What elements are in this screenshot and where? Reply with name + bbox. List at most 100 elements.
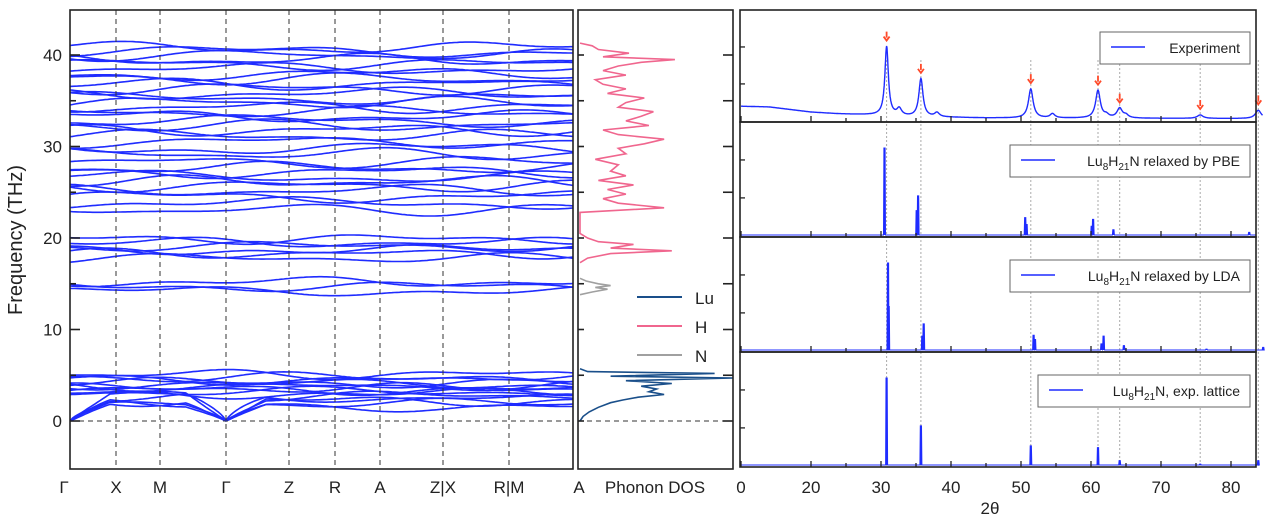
band-line (69, 146, 574, 161)
band-line (69, 109, 574, 123)
band-line (69, 86, 573, 100)
band-line (69, 40, 573, 54)
legend-text: N, exp. lattice (1155, 383, 1240, 399)
k-point-label: R|M (494, 478, 525, 497)
band-line (69, 385, 573, 397)
band-line (69, 203, 574, 217)
band-line (70, 160, 574, 174)
dos-line-h (579, 42, 675, 264)
x-tick-label: 30 (872, 478, 891, 497)
legend-text: H (1108, 153, 1118, 169)
k-point-label: R (329, 478, 341, 497)
y-tick-label: 40 (43, 46, 62, 65)
legend-subscript: 21 (1119, 277, 1131, 288)
band-line (69, 378, 574, 391)
k-point-label: M (153, 478, 167, 497)
k-point-label: A (374, 478, 386, 497)
simulated-pattern (740, 147, 1256, 236)
xrd-panel-frame (739, 236, 1257, 353)
band-line (69, 61, 574, 75)
band-line (69, 393, 573, 423)
band-line (69, 281, 574, 293)
band-line (69, 142, 574, 154)
band-frame (69, 9, 574, 470)
dos-line-lu (579, 368, 734, 422)
legend-text: H (1134, 383, 1144, 399)
band-line (70, 243, 573, 256)
band-line (69, 118, 573, 132)
legend-text: H (1109, 268, 1119, 284)
peak-arrow-icon (1115, 93, 1124, 105)
legend-label: Lu (695, 289, 714, 308)
dos-frame (577, 9, 734, 470)
band-line (69, 397, 574, 422)
legend-label: Experiment (1169, 40, 1240, 56)
dos-x-label: Phonon DOS (605, 478, 705, 497)
y-tick-label: 30 (43, 138, 62, 157)
band-line (70, 68, 574, 82)
legend-label: H (695, 318, 707, 337)
band-line (69, 236, 574, 248)
x-tick-label: 0 (736, 478, 745, 497)
band-line (69, 114, 574, 129)
legend-subscript: 8 (1103, 162, 1109, 173)
legend-text: Experiment (1169, 40, 1240, 56)
band-line (69, 179, 573, 193)
k-point-label: X (110, 478, 121, 497)
legend-subscript: 21 (1144, 392, 1156, 403)
band-line (69, 396, 573, 422)
band-line (69, 370, 574, 383)
band-line (69, 52, 573, 65)
y-tick-label: 0 (53, 412, 62, 431)
band-line (69, 123, 574, 138)
legend-label: Lu8H21N relaxed by LDA (1088, 268, 1241, 288)
xrd-panel-frame (739, 351, 1257, 468)
legend-text: N relaxed by LDA (1130, 268, 1240, 284)
simulated-pattern (740, 262, 1265, 351)
peak-arrow-icon (917, 63, 925, 75)
peak-arrow-icon (882, 31, 891, 43)
x-tick-label: 20 (802, 478, 821, 497)
xrd-panel-frame (739, 9, 1257, 123)
legend-box (1009, 144, 1251, 178)
peak-arrow-icon (1027, 74, 1035, 85)
k-point-label: Z (284, 478, 294, 497)
simulated-pattern (740, 377, 1260, 466)
band-line (69, 83, 574, 96)
legend-box (1099, 31, 1251, 65)
band-line (69, 46, 573, 58)
x-tick-label: 40 (942, 478, 961, 497)
legend-box (1037, 374, 1251, 408)
band-line (69, 128, 574, 141)
y-tick-label: 10 (43, 321, 62, 340)
legend-subscript: 8 (1103, 277, 1109, 288)
band-line (69, 234, 574, 246)
k-point-label: Γ (221, 478, 230, 497)
y-tick-label: 20 (43, 229, 62, 248)
band-line (69, 166, 573, 180)
legend-text: N relaxed by PBE (1130, 153, 1241, 169)
y-axis-label: Frequency (THz) (5, 165, 27, 315)
band-line (69, 155, 573, 170)
peak-arrow-icon (1196, 100, 1204, 111)
band-structure-panel: 0 10 20 30 40 Γ X M Γ Z R A Z|X R|M A (43, 9, 585, 497)
band-line (69, 104, 574, 118)
x-tick-label: 60 (1082, 478, 1101, 497)
band-line (69, 374, 574, 386)
x-tick-label: 70 (1152, 478, 1171, 497)
phonon-dos-panel: Lu HN (577, 9, 734, 470)
dos-line-n (579, 277, 611, 296)
band-line (69, 368, 574, 381)
peak-arrow-icon (1094, 75, 1102, 87)
band-line (69, 77, 574, 91)
legend-label: N (695, 347, 707, 366)
x-tick-label: 50 (1012, 478, 1031, 497)
legend-box (1009, 259, 1251, 293)
legend-label: Lu8H21N, exp. lattice (1113, 383, 1240, 403)
legend-text: Lu (1087, 153, 1103, 169)
xrd-panel-frame (739, 121, 1257, 238)
band-line (69, 183, 574, 197)
k-point-label: A (573, 478, 585, 497)
k-point-label: Γ (59, 478, 68, 497)
